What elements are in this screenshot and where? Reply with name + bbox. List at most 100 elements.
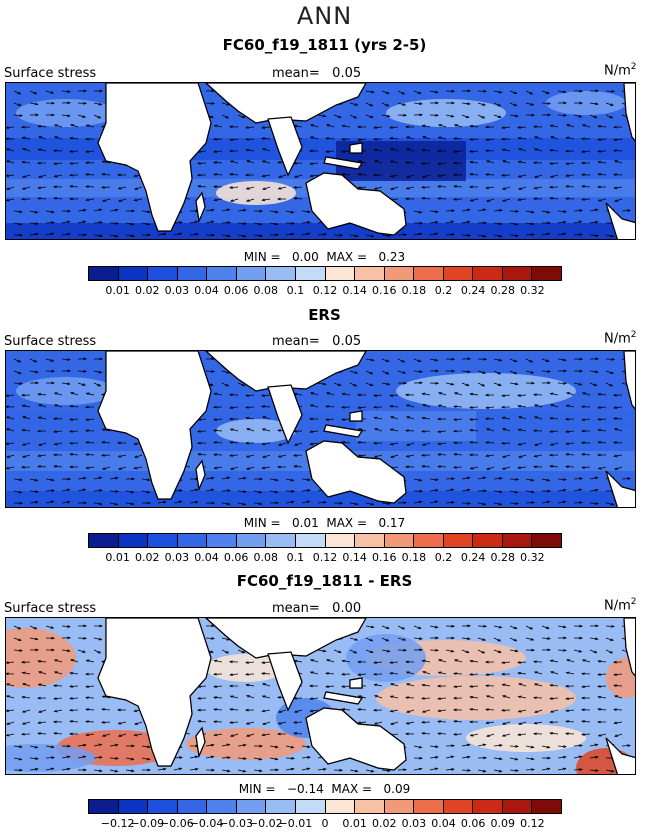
- colorbar-tick-label: 0.06: [223, 284, 249, 297]
- colorbar-swatch-3: [177, 534, 208, 547]
- colorbar-swatch-13: [473, 534, 503, 547]
- colorbar-swatch-9: [355, 800, 385, 813]
- colorbar-swatch-4: [207, 534, 237, 547]
- colorbar-swatch-1: [118, 534, 149, 547]
- colorbar-tick-label: 0.08: [253, 551, 279, 564]
- colorbar-tick-label: 0.06: [460, 817, 486, 830]
- panel-2-map-svg: [6, 351, 635, 507]
- colorbar-tick-label: 0.14: [342, 551, 367, 564]
- colorbar-tick-label: 0.02: [135, 551, 160, 564]
- colorbar-tick-label: 0.12: [312, 551, 338, 564]
- colorbar-swatch-12: [443, 534, 474, 547]
- colorbar-tick-label: 0.03: [164, 551, 190, 564]
- panel-2-unit: N/m2: [604, 330, 637, 347]
- colorbar-swatch-1: [118, 800, 149, 813]
- panel-1-mean: mean= 0.05: [272, 66, 362, 81]
- colorbar-swatch-15: [532, 534, 561, 547]
- colorbar-swatch-7: [295, 534, 326, 547]
- colorbar-swatch-1: [118, 267, 149, 280]
- colorbar-tick-label: 0.01: [105, 551, 130, 564]
- colorbar-swatch-7: [295, 800, 326, 813]
- colorbar-swatch-15: [532, 800, 561, 813]
- colorbar-swatch-0: [89, 800, 119, 813]
- panel-2-colorbar-ticks: 0.01 0.02 0.03 0.04 0.06 0.08 0.1 0.12 0.14 0.16 0…: [88, 551, 562, 565]
- land-mask: [97, 618, 635, 774]
- panel-2-minmax: MIN = 0.01 MAX = 0.17: [243, 516, 406, 530]
- colorbar-tick-label: 0.01: [105, 284, 130, 297]
- colorbar-swatch-9: [355, 267, 385, 280]
- colorbar-tick-label: 0.04: [431, 817, 456, 830]
- colorbar-swatch-10: [384, 534, 415, 547]
- colorbar-tick-label: 0.04: [194, 284, 219, 297]
- colorbar-tick-label: 0.02: [135, 284, 160, 297]
- colorbar-swatch-13: [473, 800, 503, 813]
- panel-3-title: FC60_f19_1811 - ERS: [236, 572, 413, 590]
- panel-1-map-svg: [6, 83, 635, 239]
- panel-3-unit: N/m2: [604, 597, 637, 614]
- colorbar-swatch-5: [236, 534, 267, 547]
- panel-3-minmax: MIN = −0.14 MAX = 0.09: [238, 782, 411, 796]
- colorbar-tick-label: 0.18: [401, 284, 427, 297]
- colorbar-tick-label: 0.16: [372, 551, 397, 564]
- panel-1-title: FC60_f19_1811 (yrs 2-5): [222, 36, 427, 54]
- colorbar-tick-label: 0.06: [223, 551, 249, 564]
- panel-3-map: [5, 617, 636, 775]
- colorbar-swatch-4: [207, 800, 237, 813]
- colorbar-tick-label: 0.2: [434, 284, 453, 297]
- colorbar-swatch-12: [443, 267, 474, 280]
- colorbar-tick-label: 0.28: [490, 284, 516, 297]
- colorbar-swatch-6: [266, 267, 296, 280]
- colorbar-swatch-14: [502, 800, 533, 813]
- colorbar-swatch-7: [295, 267, 326, 280]
- colorbar-tick-label: 0.32: [520, 284, 545, 297]
- colorbar-tick-label: 0.03: [401, 817, 427, 830]
- colorbar-swatch-0: [89, 267, 119, 280]
- panel-2-colorbar: [88, 533, 562, 549]
- colorbar-swatch-11: [414, 534, 444, 547]
- colorbar-swatch-2: [148, 534, 178, 547]
- colorbar-tick-label: −0.04: [189, 817, 224, 830]
- colorbar-swatch-3: [177, 267, 208, 280]
- colorbar-tick-label: −0.09: [130, 817, 165, 830]
- panel-1-unit: N/m2: [604, 62, 637, 79]
- colorbar-tick-label: 0.24: [460, 551, 486, 564]
- colorbar-swatch-9: [355, 534, 385, 547]
- colorbar-swatch-2: [148, 800, 178, 813]
- colorbar-tick-label: −0.01: [278, 817, 313, 830]
- panel-1-colorbar-ticks: 0.01 0.02 0.03 0.04 0.06 0.08 0.1 0.12 0.14 0.16 0…: [88, 284, 562, 298]
- colorbar-swatch-6: [266, 534, 296, 547]
- colorbar-tick-label: −0.03: [219, 817, 253, 830]
- panel-3-variable-label: Surface stress: [4, 601, 97, 616]
- colorbar-tick-label: 0.1: [286, 551, 305, 564]
- colorbar-swatch-2: [148, 267, 178, 280]
- panel-1-colorbar: [88, 266, 562, 282]
- colorbar-tick-label: 0.03: [164, 284, 190, 297]
- colorbar-swatch-11: [414, 800, 444, 813]
- panel-3-colorbar-ticks: −0.12 −0.09 −0.06 −0.04 −0.03 −0.02 −0.01 0 0.01…: [88, 817, 562, 831]
- land-mask: [97, 83, 635, 239]
- panel-2-variable-label: Surface stress: [4, 334, 97, 349]
- colorbar-swatch-5: [236, 267, 267, 280]
- panel-3-map-svg: [6, 618, 635, 774]
- panel-2-title: ERS: [308, 306, 341, 324]
- colorbar-tick-label: 0.16: [372, 284, 397, 297]
- colorbar-tick-label: 0: [321, 817, 329, 830]
- colorbar-tick-label: 0.01: [342, 817, 367, 830]
- colorbar-swatch-8: [325, 534, 356, 547]
- colorbar-tick-label: 0.09: [490, 817, 516, 830]
- panel-1-map: [5, 82, 636, 240]
- panel-2-mean: mean= 0.05: [272, 334, 362, 349]
- colorbar-swatch-14: [502, 534, 533, 547]
- panel-2-map: [5, 350, 636, 508]
- colorbar-tick-label: −0.02: [248, 817, 283, 830]
- colorbar-tick-label: −0.06: [160, 817, 194, 830]
- land-mask: [97, 351, 635, 507]
- colorbar-swatch-5: [236, 800, 267, 813]
- colorbar-swatch-8: [325, 267, 356, 280]
- colorbar-swatch-12: [443, 800, 474, 813]
- panel-3-colorbar: [88, 799, 562, 815]
- colorbar-swatch-10: [384, 267, 415, 280]
- colorbar-swatch-8: [325, 800, 356, 813]
- wind-vectors: [6, 89, 631, 238]
- colorbar-tick-label: 0.08: [253, 284, 279, 297]
